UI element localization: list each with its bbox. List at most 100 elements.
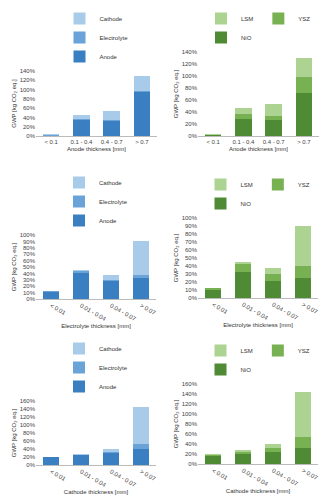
svg-text:LSM: LSM <box>241 348 253 354</box>
svg-text:0.01 - 0.04: 0.01 - 0.04 <box>241 301 269 321</box>
svg-text:YSZ: YSZ <box>298 348 310 354</box>
svg-text:0%: 0% <box>188 461 197 467</box>
svg-text:160%: 160% <box>20 398 36 404</box>
svg-text:> 0.7: > 0.7 <box>297 139 311 145</box>
svg-text:< 0.01: < 0.01 <box>49 468 67 482</box>
svg-text:40%: 40% <box>23 271 36 277</box>
svg-text:120%: 120% <box>20 77 36 83</box>
svg-text:Anode: Anode <box>99 384 117 390</box>
svg-text:0.4 - 0.7: 0.4 - 0.7 <box>101 139 124 145</box>
svg-text:0.01 - 0.04: 0.01 - 0.04 <box>79 468 107 488</box>
svg-text:GWP [kg CO₂ eq.]: GWP [kg CO₂ eq.] <box>11 408 17 457</box>
svg-text:> 0.7: > 0.7 <box>135 139 149 145</box>
svg-text:> 0.07: > 0.07 <box>139 302 157 316</box>
svg-text:0.01 - 0.04: 0.01 - 0.04 <box>79 302 107 322</box>
svg-text:GWP [kg CO₂ eq.]: GWP [kg CO₂ eq.] <box>173 69 179 118</box>
svg-text:100%: 100% <box>20 422 36 428</box>
svg-text:80%: 80% <box>185 421 198 427</box>
svg-text:40%: 40% <box>23 446 36 452</box>
svg-text:40%: 40% <box>185 441 198 447</box>
svg-text:0.04 - 0.07: 0.04 - 0.07 <box>109 468 137 488</box>
svg-text:30%: 30% <box>185 271 198 277</box>
svg-text:20%: 20% <box>185 279 198 285</box>
svg-text:YSZ: YSZ <box>298 16 310 22</box>
svg-text:> 0.07: > 0.07 <box>139 468 157 482</box>
svg-text:GWP [kg CO₂ eq.]: GWP [kg CO₂ eq.] <box>11 242 17 291</box>
svg-text:< 0.1: < 0.1 <box>44 139 58 145</box>
svg-text:40%: 40% <box>23 115 36 121</box>
svg-text:Electrolyte thickness [mm]: Electrolyte thickness [mm] <box>61 323 131 329</box>
svg-text:LSM: LSM <box>241 16 253 22</box>
svg-text:0.04 - 0.07: 0.04 - 0.07 <box>271 467 299 487</box>
svg-text:100%: 100% <box>20 87 36 93</box>
svg-text:10%: 10% <box>185 287 198 293</box>
svg-text:160%: 160% <box>182 381 198 387</box>
svg-text:GWP [kg CO₂ eq.]: GWP [kg CO₂ eq.] <box>173 233 179 282</box>
svg-text:< 0.1: < 0.1 <box>206 139 220 145</box>
svg-text:140%: 140% <box>20 406 36 412</box>
svg-text:> 0.07: > 0.07 <box>301 301 319 315</box>
svg-text:0.1 - 0.4: 0.1 - 0.4 <box>232 139 255 145</box>
svg-text:Anode: Anode <box>100 54 118 60</box>
svg-text:80%: 80% <box>23 430 36 436</box>
svg-text:Anode: Anode <box>99 218 117 224</box>
svg-text:Electrolyte: Electrolyte <box>99 365 128 371</box>
svg-text:0%: 0% <box>188 295 197 301</box>
svg-text:70%: 70% <box>185 239 198 245</box>
svg-text:Electrolyte thickness [mm]: Electrolyte thickness [mm] <box>223 322 293 328</box>
svg-text:Anode thickness [mm]: Anode thickness [mm] <box>229 146 288 152</box>
svg-text:30%: 30% <box>23 277 36 283</box>
svg-text:0%: 0% <box>26 462 35 468</box>
svg-text:0.04 - 0.07: 0.04 - 0.07 <box>109 302 137 322</box>
svg-text:Cathode thickness [mm]: Cathode thickness [mm] <box>226 488 291 494</box>
svg-text:60%: 60% <box>185 431 198 437</box>
svg-text:< 0.01: < 0.01 <box>211 467 229 481</box>
svg-text:100%: 100% <box>182 215 198 221</box>
svg-text:20%: 20% <box>23 283 36 289</box>
svg-text:80%: 80% <box>185 231 198 237</box>
svg-text:70%: 70% <box>23 251 36 257</box>
svg-text:0.01 - 0.04: 0.01 - 0.04 <box>241 467 269 487</box>
svg-text:0.1 - 0.4: 0.1 - 0.4 <box>70 139 93 145</box>
svg-text:60%: 60% <box>23 258 36 264</box>
svg-text:120%: 120% <box>182 61 198 67</box>
svg-text:GWP [kg CO₂ eq.]: GWP [kg CO₂ eq.] <box>173 399 179 448</box>
svg-text:NiO: NiO <box>241 35 252 41</box>
svg-text:140%: 140% <box>182 49 198 55</box>
svg-text:0.04 - 0.07: 0.04 - 0.07 <box>271 301 299 321</box>
svg-text:90%: 90% <box>185 223 198 229</box>
svg-text:80%: 80% <box>23 96 36 102</box>
svg-text:Electrolyte: Electrolyte <box>100 35 129 41</box>
svg-text:40%: 40% <box>185 263 198 269</box>
svg-text:Cathode thickness [mm]: Cathode thickness [mm] <box>64 489 129 495</box>
svg-text:90%: 90% <box>23 239 36 245</box>
svg-text:10%: 10% <box>23 290 36 296</box>
svg-text:50%: 50% <box>23 264 36 270</box>
svg-text:< 0.01: < 0.01 <box>211 301 229 315</box>
svg-text:YSZ: YSZ <box>298 182 310 188</box>
svg-text:Cathode: Cathode <box>99 180 122 186</box>
svg-text:20%: 20% <box>185 121 198 127</box>
svg-text:100%: 100% <box>182 73 198 79</box>
svg-text:20%: 20% <box>23 124 36 130</box>
svg-text:60%: 60% <box>185 97 198 103</box>
svg-text:Electrolyte: Electrolyte <box>99 199 128 205</box>
svg-text:120%: 120% <box>20 414 36 420</box>
svg-text:50%: 50% <box>185 255 198 261</box>
svg-text:120%: 120% <box>182 401 198 407</box>
svg-text:60%: 60% <box>23 438 36 444</box>
svg-text:NiO: NiO <box>241 367 252 373</box>
svg-text:140%: 140% <box>20 68 36 74</box>
svg-text:LSM: LSM <box>241 182 253 188</box>
svg-text:NiO: NiO <box>241 201 252 207</box>
svg-text:100%: 100% <box>20 232 36 238</box>
svg-text:60%: 60% <box>185 247 198 253</box>
svg-text:0%: 0% <box>188 133 197 139</box>
svg-text:< 0.01: < 0.01 <box>49 302 67 316</box>
svg-text:> 0.07: > 0.07 <box>301 467 319 481</box>
svg-text:80%: 80% <box>23 245 36 251</box>
svg-text:Cathode: Cathode <box>99 346 122 352</box>
svg-text:40%: 40% <box>185 109 198 115</box>
svg-text:Anode thickness [mm]: Anode thickness [mm] <box>67 146 126 152</box>
svg-text:20%: 20% <box>185 451 198 457</box>
